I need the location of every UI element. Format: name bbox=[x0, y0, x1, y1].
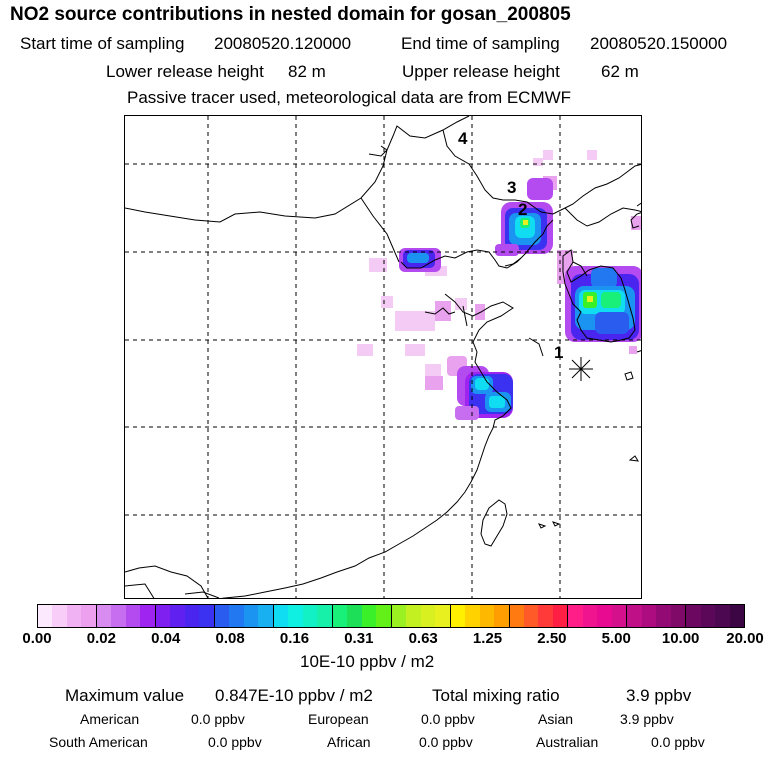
region-african-value: 0.0 ppbv bbox=[419, 734, 473, 750]
asterisk-star-icon bbox=[569, 357, 593, 381]
color-scale-cell bbox=[641, 605, 657, 627]
total-mixing-value: 3.9 ppbv bbox=[626, 686, 692, 705]
color-scale-cell bbox=[332, 605, 348, 627]
color-scale-tick-label: 0.16 bbox=[279, 630, 310, 647]
color-scale-cell bbox=[258, 605, 274, 627]
release-marker-1: 1 bbox=[554, 343, 563, 362]
region-american-label: American bbox=[80, 711, 140, 727]
color-scale-cell bbox=[494, 605, 510, 627]
color-scale-cell bbox=[568, 605, 583, 627]
upper-height-value: 62 m bbox=[601, 62, 639, 81]
release-marker-2: 2 bbox=[518, 200, 527, 219]
color-scale-cell bbox=[347, 605, 362, 627]
region-south-american-label: South American bbox=[49, 734, 148, 750]
lower-height-label: Lower release height bbox=[106, 62, 264, 81]
color-scale-cell bbox=[302, 605, 318, 627]
color-scale-cell bbox=[435, 605, 451, 627]
color-scale-cell bbox=[229, 605, 244, 627]
region-american-value: 0.0 ppbv bbox=[191, 711, 245, 727]
upper-height-label: Upper release height bbox=[402, 62, 560, 81]
tracer-note: Passive tracer used, meteorological data… bbox=[127, 88, 572, 107]
color-scale-cell bbox=[552, 605, 569, 627]
color-scale-cell bbox=[38, 605, 53, 627]
region-australian-label: Australian bbox=[536, 734, 599, 750]
total-mixing-label: Total mixing ratio bbox=[432, 686, 560, 705]
region-asian-label: Asian bbox=[538, 711, 574, 727]
release-marker-3: 3 bbox=[507, 178, 516, 197]
color-scale-cell bbox=[243, 605, 259, 627]
color-scale-cell bbox=[700, 605, 716, 627]
color-scale-cell bbox=[273, 605, 289, 627]
color-scale-cell bbox=[361, 605, 377, 627]
coastline bbox=[125, 116, 641, 598]
map-canvas: 1 2 3 4 bbox=[125, 116, 641, 598]
end-time-label: End time of sampling bbox=[401, 34, 560, 53]
color-scale-cell bbox=[140, 605, 156, 627]
end-time-value: 20080520.150000 bbox=[590, 34, 728, 53]
region-european-label: European bbox=[308, 711, 369, 727]
release-marker-4: 4 bbox=[458, 129, 468, 148]
color-scale-cell bbox=[523, 605, 539, 627]
region-australian-value: 0.0 ppbv bbox=[651, 734, 705, 750]
color-scale-cell bbox=[582, 605, 598, 627]
color-scale-tick-label: 0.04 bbox=[151, 630, 181, 647]
lat-lon-grid bbox=[125, 116, 641, 598]
color-scale-bar bbox=[37, 604, 745, 628]
color-scale-cell bbox=[317, 605, 333, 627]
map-panel: 1 2 3 4 bbox=[124, 115, 642, 599]
color-scale-tick-label: 2.50 bbox=[537, 630, 567, 647]
region-south-american-value: 0.0 ppbv bbox=[208, 734, 262, 750]
color-scale-cell bbox=[125, 605, 141, 627]
page-title: NO2 source contributions in nested domai… bbox=[10, 4, 571, 25]
color-scale-tick-label: 20.00 bbox=[726, 630, 764, 647]
lower-height-value: 82 m bbox=[288, 62, 326, 81]
color-scale-cell bbox=[479, 605, 495, 627]
color-scale-unit: 10E-10 ppbv / m2 bbox=[300, 652, 435, 671]
color-scale-cell bbox=[686, 605, 701, 627]
color-scale-cell bbox=[597, 605, 612, 627]
concentration-field bbox=[357, 150, 641, 420]
color-scale-cell bbox=[199, 605, 215, 627]
color-scale-cell bbox=[509, 605, 524, 627]
start-time-value: 20080520.120000 bbox=[214, 34, 352, 53]
color-scale-cell bbox=[81, 605, 97, 627]
color-scale-cell bbox=[170, 605, 185, 627]
color-scale-cell bbox=[66, 605, 82, 627]
color-scale-cell bbox=[52, 605, 67, 627]
color-scale-cell bbox=[406, 605, 421, 627]
max-value: 0.847E-10 ppbv / m2 bbox=[215, 686, 373, 705]
color-scale-cell bbox=[627, 605, 642, 627]
color-scale-cell bbox=[376, 605, 392, 627]
color-scale-cell bbox=[538, 605, 553, 627]
color-scale-cell bbox=[155, 605, 171, 627]
color-scale-cell bbox=[611, 605, 628, 627]
color-scale-cell bbox=[111, 605, 126, 627]
color-scale-tick-label: 0.31 bbox=[344, 630, 374, 647]
color-scale-cell bbox=[288, 605, 303, 627]
color-scale-cell bbox=[420, 605, 436, 627]
color-scale-cell bbox=[450, 605, 466, 627]
color-scale-tick-label: 0.63 bbox=[408, 630, 438, 647]
color-scale-cell bbox=[96, 605, 112, 627]
color-scale-cell bbox=[214, 605, 230, 627]
color-scale-cell bbox=[656, 605, 671, 627]
color-scale-tick-label: 0.02 bbox=[86, 630, 116, 647]
color-scale-tick-label: 1.25 bbox=[472, 630, 503, 647]
color-scale-tick-label: 0.00 bbox=[22, 630, 52, 647]
color-scale-cell bbox=[729, 605, 745, 627]
color-scale-cell bbox=[715, 605, 730, 627]
color-scale-cell bbox=[670, 605, 687, 627]
max-value-label: Maximum value bbox=[65, 686, 185, 705]
color-scale-tick-label: 5.00 bbox=[601, 630, 631, 647]
region-african-label: African bbox=[327, 734, 371, 750]
color-scale-cell bbox=[184, 605, 200, 627]
color-scale-cell bbox=[391, 605, 407, 627]
region-asian-value: 3.9 ppbv bbox=[620, 711, 674, 727]
color-scale-tick-label: 10.00 bbox=[661, 630, 700, 647]
region-european-value: 0.0 ppbv bbox=[421, 711, 475, 727]
start-time-label: Start time of sampling bbox=[20, 34, 185, 53]
color-scale-cell bbox=[465, 605, 480, 627]
color-scale-tick-label: 0.08 bbox=[215, 630, 245, 647]
